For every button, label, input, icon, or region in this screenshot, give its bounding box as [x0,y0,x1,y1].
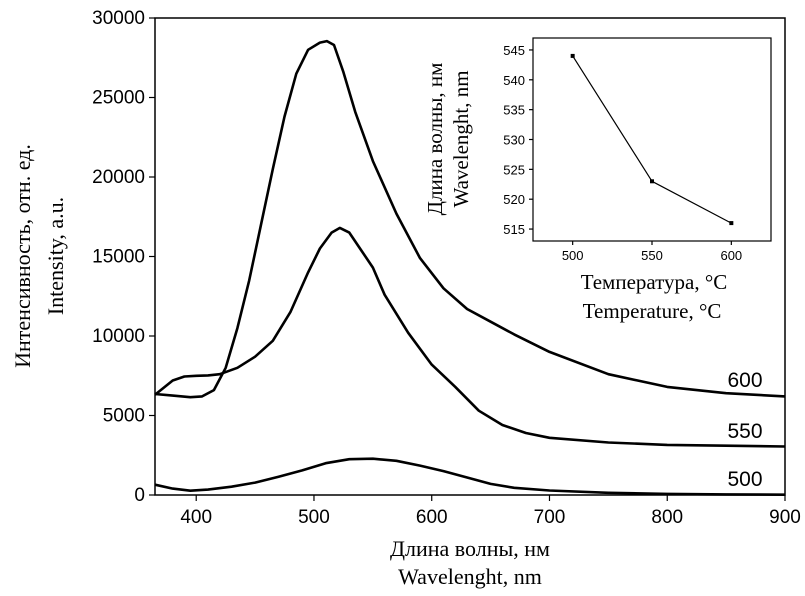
x-tick-label: 900 [769,507,801,528]
main-axes-ticks: 400 500 600 700 800 900 0 5000 10000 15000 20000 25… [92,8,801,528]
y-tick-label: 30000 [92,8,145,29]
y-tick-label: 515 [503,222,525,237]
y-axis-title-en: Intensity, a.u. [43,197,68,315]
inset-y-axis-title-ru: Длина волны, нм [423,63,447,216]
data-point [650,179,654,184]
y-axis-title-ru: Интенсивность, отн. ед. [10,144,35,368]
y-tick-label: 25000 [92,88,145,109]
x-tick-label: 500 [298,507,330,528]
data-point [729,221,734,226]
x-tick-label: 600 [416,507,448,528]
inset-y-axis-title-en: Wavelenght, nm [449,70,473,207]
y-tick-label: 5000 [103,406,145,427]
series-line-600 [154,39,786,399]
y-tick-label: 520 [503,192,525,207]
y-tick-label: 0 [134,485,145,506]
y-tick-label: 530 [503,133,525,148]
series-label-550: 550 [727,420,762,443]
x-tick-label: 600 [720,248,742,263]
main-series-lines [154,39,786,496]
x-axis-title-en: Wavelenght, nm [398,564,542,589]
x-tick-label: 500 [562,248,584,263]
inset-x-axis-title-ru: Температура, °C [581,270,728,294]
data-point [570,53,575,58]
y-tick-label: 15000 [92,247,145,268]
y-tick-label: 545 [503,43,525,58]
inset-axes-ticks: 500 550 600 515 520 525 530 535 540 545 [503,43,742,263]
series-label-600: 600 [727,369,762,392]
series-line-500 [154,457,786,496]
y-tick-label: 525 [503,162,525,177]
series-line-550 [154,226,786,448]
x-axis-title-ru: Длина волны, нм [390,536,550,561]
inset-x-axis-title-en: Temperature, °C [583,299,722,323]
x-tick-label: 550 [641,248,663,263]
y-tick-label: 535 [503,103,525,118]
series-label-500: 500 [727,468,762,491]
y-tick-label: 20000 [92,167,145,188]
inset-plot-frame [532,37,772,242]
inset-series-lines [570,53,734,226]
x-tick-label: 400 [180,507,212,528]
x-tick-label: 700 [534,507,566,528]
x-tick-label: 800 [651,507,683,528]
y-tick-label: 540 [503,73,525,88]
y-tick-label: 10000 [92,326,145,347]
